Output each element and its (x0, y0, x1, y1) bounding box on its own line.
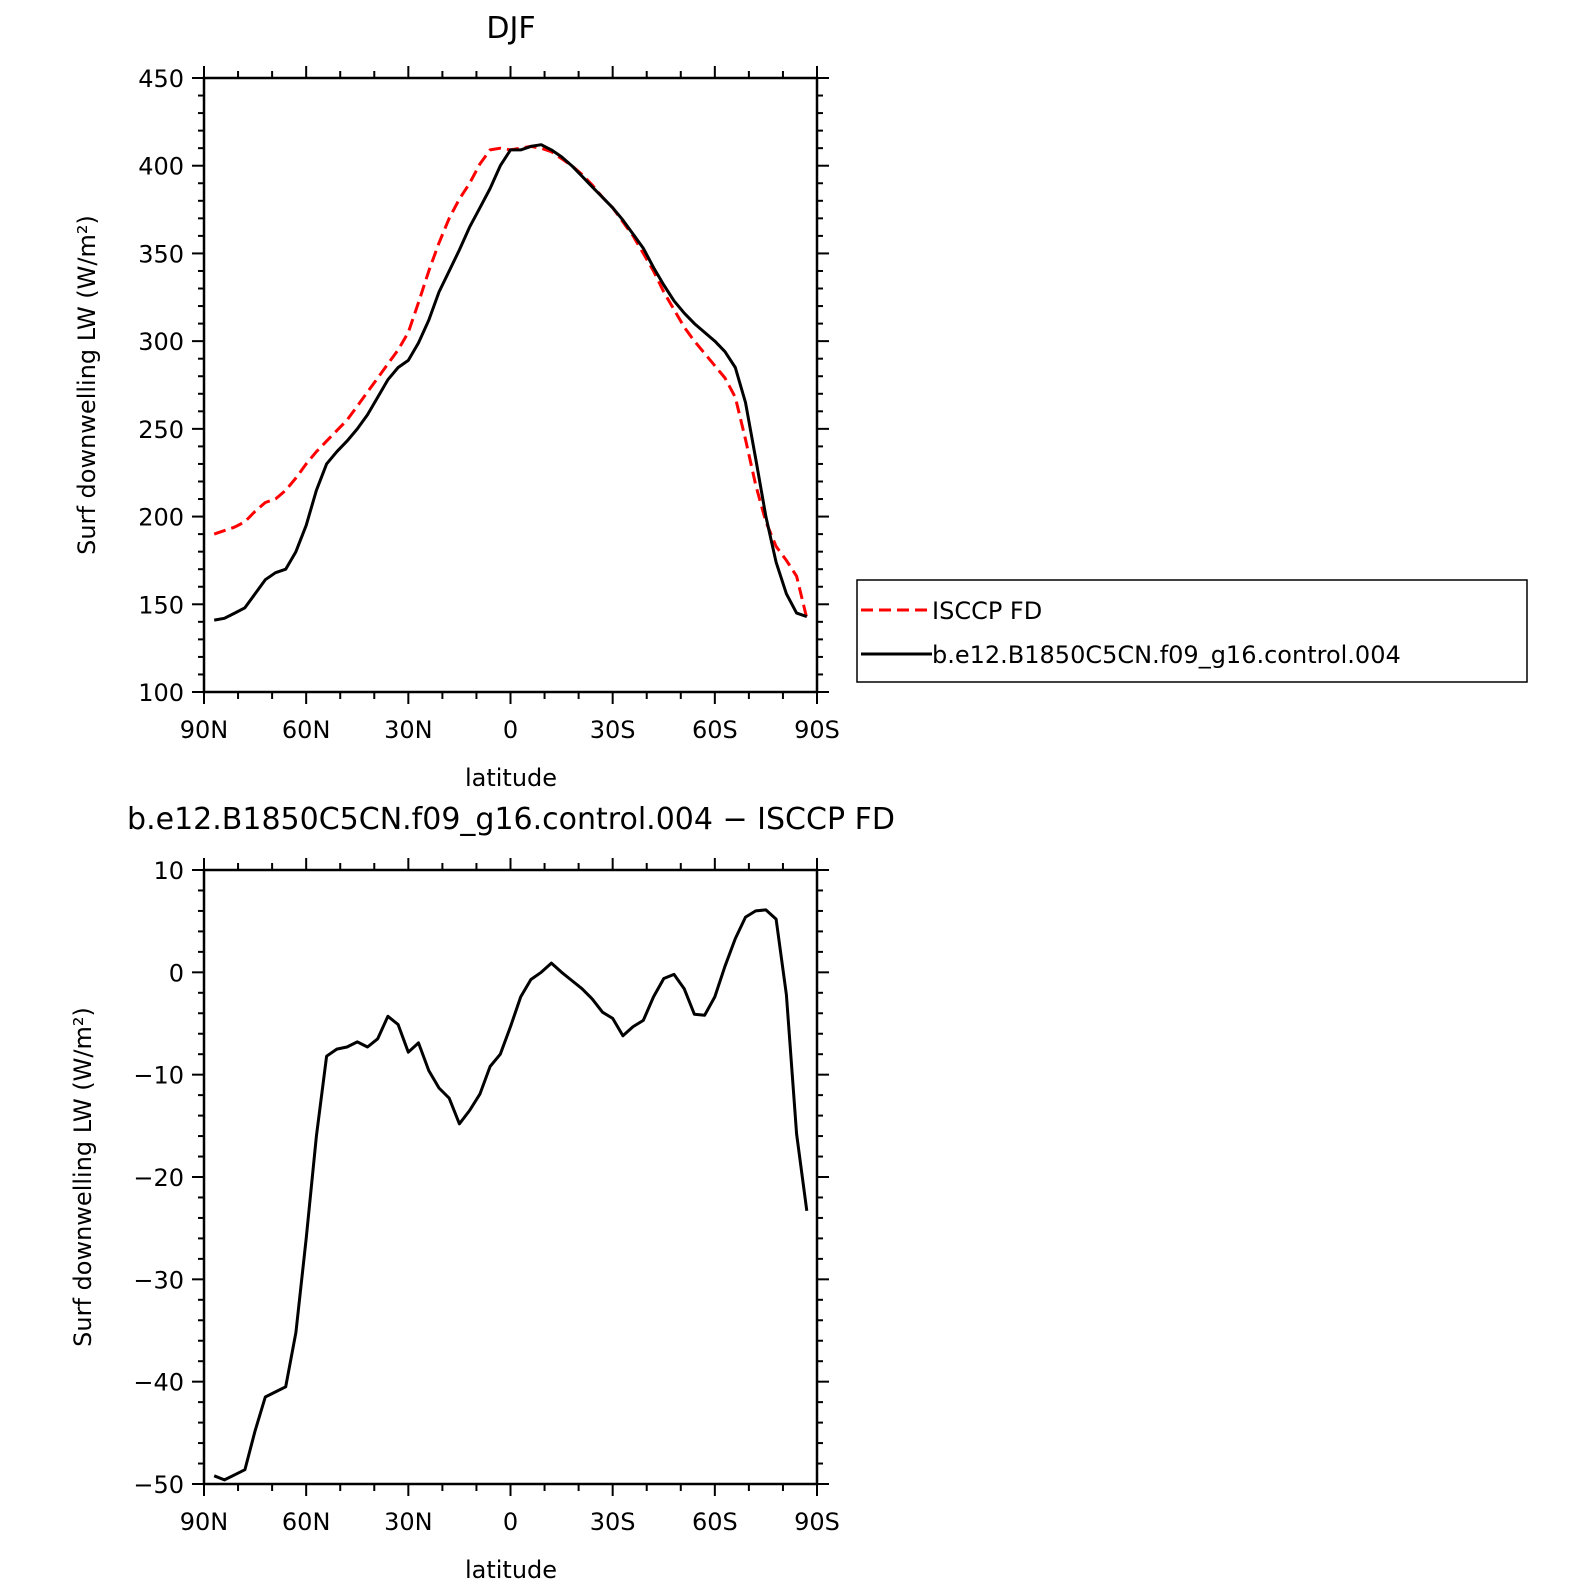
bottom-x-tick-label: 60S (692, 1508, 738, 1536)
top-y-tick-label: 300 (138, 328, 184, 356)
bottom-y-axis-label: Surf downwelling LW (W/m²) (69, 1007, 97, 1347)
bottom-y-tick-labels: −50 −40 −30 −20 −10 0 10 (133, 857, 184, 1499)
top-series-line-0 (213, 144, 809, 619)
bottom-x-axis-label: latitude (465, 1556, 557, 1584)
top-x-tick-label: 30S (590, 716, 636, 744)
top-y-tick-label: 450 (138, 65, 184, 93)
bottom-x-tick-label: 90N (180, 1508, 229, 1536)
bottom-ticks (192, 858, 829, 1496)
top-panel-title: DJF (486, 11, 535, 46)
legend-label-model: b.e12.B1850C5CN.f09_g16.control.004 (932, 641, 1401, 669)
top-x-tick-label: 90N (180, 716, 229, 744)
bottom-y-tick-label: −40 (133, 1369, 184, 1397)
top-plot-area (213, 143, 809, 622)
bottom-y-tick-label: −30 (133, 1266, 184, 1294)
top-y-tick-label: 150 (138, 591, 184, 619)
bottom-y-tick-label: −10 (133, 1062, 184, 1090)
bottom-series-line-0 (213, 908, 809, 1482)
bottom-panel-title: b.e12.B1850C5CN.f09_g16.control.004 − IS… (127, 802, 895, 837)
top-x-axis-label: latitude (465, 764, 557, 792)
bottom-panel: b.e12.B1850C5CN.f09_g16.control.004 − IS… (69, 802, 895, 1584)
bottom-x-tick-labels: 90N 60N 30N 0 30S 60S 90S (180, 1508, 840, 1536)
bottom-plot-area (213, 908, 809, 1482)
bottom-x-tick-label: 0 (503, 1508, 518, 1536)
top-y-tick-label: 350 (138, 240, 184, 268)
top-x-tick-label: 0 (503, 716, 518, 744)
top-x-tick-label: 90S (794, 716, 840, 744)
top-x-tick-label: 60S (692, 716, 738, 744)
top-series-line-1 (213, 143, 808, 622)
top-y-tick-label: 400 (138, 153, 184, 181)
legend-box (856, 579, 1528, 683)
top-plot-frame (202, 76, 819, 694)
top-y-tick-label: 250 (138, 416, 184, 444)
top-y-axis-label: Surf downwelling LW (W/m²) (73, 215, 101, 555)
legend: ISCCP FD b.e12.B1850C5CN.f09_g16.control… (856, 579, 1528, 683)
legend-label-isccp: ISCCP FD (932, 597, 1042, 625)
top-y-tick-label: 200 (138, 504, 184, 532)
top-ticks (192, 66, 829, 704)
bottom-y-tick-label: 0 (169, 959, 184, 987)
top-y-tick-labels: 100 150 200 250 300 350 400 450 (138, 65, 184, 707)
top-x-tick-labels: 90N 60N 30N 0 30S 60S 90S (180, 716, 840, 744)
bottom-y-tick-label: −50 (133, 1471, 184, 1499)
bottom-y-tick-label: −20 (133, 1164, 184, 1192)
top-panel: DJF 90N 60N 30N 0 30S 60S 90S 100 150 200 250 300 3… (73, 11, 840, 792)
top-x-tick-label: 60N (282, 716, 331, 744)
bottom-x-tick-label: 30N (384, 1508, 433, 1536)
bottom-x-tick-label: 90S (794, 1508, 840, 1536)
bottom-y-tick-label: 10 (153, 857, 184, 885)
top-x-tick-label: 30N (384, 716, 433, 744)
top-y-tick-label: 100 (138, 679, 184, 707)
bottom-x-tick-label: 60N (282, 1508, 331, 1536)
bottom-x-tick-label: 30S (590, 1508, 636, 1536)
